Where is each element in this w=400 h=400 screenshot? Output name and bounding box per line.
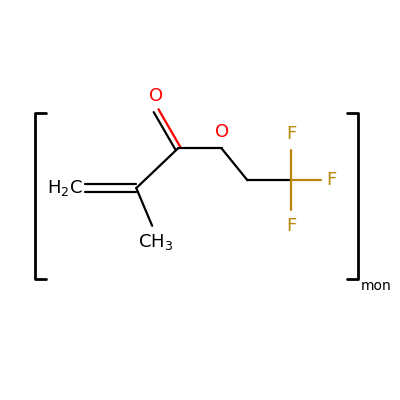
Text: CH$_3$: CH$_3$ bbox=[138, 232, 174, 252]
Text: H$_2$C: H$_2$C bbox=[47, 178, 83, 198]
Text: F: F bbox=[286, 125, 296, 143]
Text: mon: mon bbox=[360, 279, 391, 293]
Text: O: O bbox=[214, 123, 229, 141]
Text: F: F bbox=[327, 171, 337, 189]
Text: O: O bbox=[149, 87, 163, 105]
Text: F: F bbox=[286, 217, 296, 235]
